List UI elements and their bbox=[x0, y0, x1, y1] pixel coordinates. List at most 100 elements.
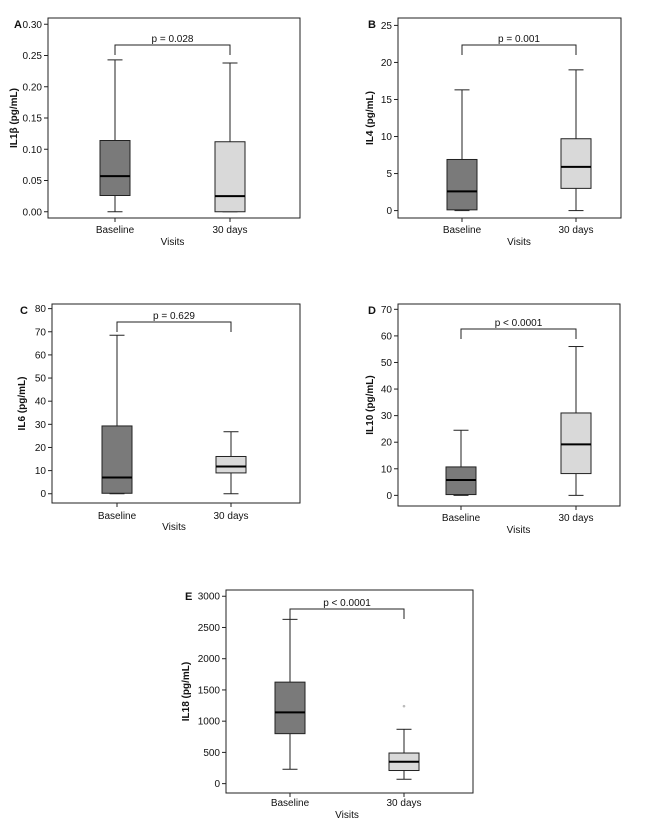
p-value-annotation: p = 0.028 bbox=[152, 34, 194, 45]
y-tick-label: 20 bbox=[381, 438, 393, 449]
y-tick-label: 0.20 bbox=[23, 82, 43, 93]
box-baseline bbox=[445, 429, 477, 496]
y-tick-label: 0.15 bbox=[23, 114, 43, 125]
p-value-annotation: p < 0.0001 bbox=[323, 598, 371, 609]
y-axis-label: IL6 (pg/mL) bbox=[17, 377, 28, 431]
panel-label: C bbox=[20, 305, 28, 317]
panel-label: E bbox=[185, 591, 192, 603]
y-tick-label: 10 bbox=[35, 466, 47, 477]
box-30-days bbox=[388, 704, 420, 780]
panel-label: D bbox=[368, 305, 376, 317]
iqr-box bbox=[560, 412, 592, 475]
panel-e: E 0 500 1000 1500 2000 2500 3000 IL18 (pg/mL) Bas… bbox=[181, 589, 474, 821]
y-tick-label: 60 bbox=[381, 331, 393, 342]
significance-bracket bbox=[114, 44, 231, 55]
y-tick-label: 0.10 bbox=[23, 145, 43, 156]
significance-bracket bbox=[461, 44, 577, 55]
y-tick-label: 70 bbox=[381, 305, 393, 316]
y-tick-label: 10 bbox=[381, 464, 393, 475]
x-tick-label: 30 days bbox=[558, 225, 593, 236]
box-30-days bbox=[560, 346, 592, 496]
plot-frame bbox=[225, 589, 474, 794]
box-baseline bbox=[446, 89, 478, 212]
x-tick-label: 30 days bbox=[558, 513, 593, 524]
iqr-box bbox=[560, 138, 592, 189]
plot-frame bbox=[397, 303, 621, 507]
y-tick-label: 0.05 bbox=[23, 176, 43, 187]
y-tick-label: 5 bbox=[386, 169, 392, 180]
y-tick-label: 40 bbox=[381, 385, 393, 396]
x-axis-label: Visits bbox=[335, 810, 359, 821]
y-tick-label: 50 bbox=[381, 358, 393, 369]
y-tick-label: 3000 bbox=[198, 592, 221, 603]
y-tick-label: 70 bbox=[35, 327, 47, 338]
plot-frame bbox=[51, 303, 301, 504]
x-tick-label: Baseline bbox=[96, 225, 135, 236]
x-tick-label: Baseline bbox=[443, 225, 482, 236]
iqr-box bbox=[215, 455, 247, 474]
panel-label: B bbox=[368, 19, 376, 31]
panel-label: A bbox=[14, 19, 22, 31]
y-tick-label: 30 bbox=[381, 411, 393, 422]
significance-bracket bbox=[289, 608, 405, 619]
significance-bracket bbox=[460, 328, 577, 339]
y-tick-label: 20 bbox=[381, 58, 393, 69]
y-tick-label: 0 bbox=[214, 779, 220, 790]
y-tick-label: 0.30 bbox=[23, 20, 43, 31]
iqr-box bbox=[446, 158, 478, 211]
x-tick-label: Baseline bbox=[442, 513, 481, 524]
panel-b: B 0 5 10 15 20 25 IL4 (pg/mL) Baseline 30 days Vis… bbox=[365, 17, 622, 248]
panel-c: C 0 10 20 30 40 50 60 70 80 IL6 (pg/mL) Baseline 30 … bbox=[17, 303, 301, 533]
x-axis-label: Visits bbox=[161, 237, 185, 248]
x-tick-label: Baseline bbox=[271, 798, 310, 809]
y-tick-label: 25 bbox=[381, 21, 393, 32]
p-value-annotation: p = 0.001 bbox=[498, 34, 540, 45]
y-axis-label: IL4 (pg/mL) bbox=[365, 91, 376, 145]
y-tick-label: 0 bbox=[386, 206, 392, 217]
box-30-days bbox=[214, 62, 246, 213]
box-baseline bbox=[274, 618, 306, 770]
plot-frame bbox=[47, 17, 301, 219]
y-tick-label: 15 bbox=[381, 95, 393, 106]
y-tick-label: 40 bbox=[35, 397, 47, 408]
x-tick-label: Baseline bbox=[98, 511, 137, 522]
y-tick-label: 0.00 bbox=[23, 207, 43, 218]
iqr-box bbox=[274, 681, 306, 735]
y-tick-label: 80 bbox=[35, 304, 47, 315]
y-tick-label: 50 bbox=[35, 374, 47, 385]
box-baseline bbox=[99, 59, 131, 213]
panel-d: D 0 10 20 30 40 50 60 70 IL10 (pg/mL) Baseline 30 d… bbox=[365, 303, 621, 536]
box-30-days bbox=[215, 431, 247, 495]
p-value-annotation: p < 0.0001 bbox=[495, 318, 543, 329]
y-tick-label: 1000 bbox=[198, 717, 221, 728]
x-tick-label: 30 days bbox=[213, 511, 248, 522]
y-tick-label: 1500 bbox=[198, 685, 221, 696]
y-tick-label: 30 bbox=[35, 420, 47, 431]
y-tick-label: 0 bbox=[386, 491, 392, 502]
outlier-point bbox=[402, 704, 406, 708]
plot-frame bbox=[397, 17, 622, 219]
x-tick-label: 30 days bbox=[212, 225, 247, 236]
x-tick-label: 30 days bbox=[386, 798, 421, 809]
y-tick-label: 60 bbox=[35, 350, 47, 361]
y-axis-label: IL1β (pg/mL) bbox=[9, 88, 20, 148]
panel-a: A 0.00 0.05 0.10 0.15 0.20 0.25 0.30 IL1β (pg/mL… bbox=[9, 17, 301, 248]
y-axis-label: IL10 (pg/mL) bbox=[365, 375, 376, 434]
y-tick-label: 20 bbox=[35, 443, 47, 454]
significance-bracket bbox=[116, 321, 232, 332]
x-axis-label: Visits bbox=[507, 237, 531, 248]
iqr-box bbox=[99, 140, 131, 196]
y-axis-label: IL18 (pg/mL) bbox=[181, 662, 192, 721]
iqr-box bbox=[101, 425, 133, 494]
box-30-days bbox=[560, 69, 592, 212]
p-value-annotation: p = 0.629 bbox=[153, 311, 195, 322]
y-tick-label: 0.25 bbox=[23, 51, 43, 62]
iqr-box bbox=[214, 141, 246, 213]
y-tick-label: 10 bbox=[381, 132, 393, 143]
y-tick-label: 2500 bbox=[198, 623, 221, 634]
x-axis-label: Visits bbox=[162, 522, 186, 533]
x-axis-label: Visits bbox=[507, 525, 531, 536]
y-tick-label: 500 bbox=[203, 748, 220, 759]
y-tick-label: 0 bbox=[40, 489, 46, 500]
